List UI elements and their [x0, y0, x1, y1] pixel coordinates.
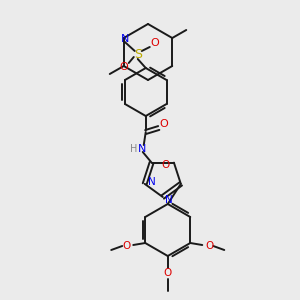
Text: H: H: [130, 144, 137, 154]
Text: O: O: [122, 241, 130, 251]
Text: O: O: [164, 268, 172, 278]
Text: O: O: [162, 160, 170, 170]
Text: N: N: [165, 195, 172, 205]
Text: N: N: [138, 144, 146, 154]
Text: N: N: [148, 177, 156, 187]
Text: O: O: [205, 241, 213, 251]
Text: S: S: [134, 47, 142, 61]
Text: O: O: [119, 62, 128, 72]
Text: O: O: [159, 119, 168, 129]
Text: N: N: [121, 34, 129, 44]
Text: O: O: [150, 38, 159, 48]
